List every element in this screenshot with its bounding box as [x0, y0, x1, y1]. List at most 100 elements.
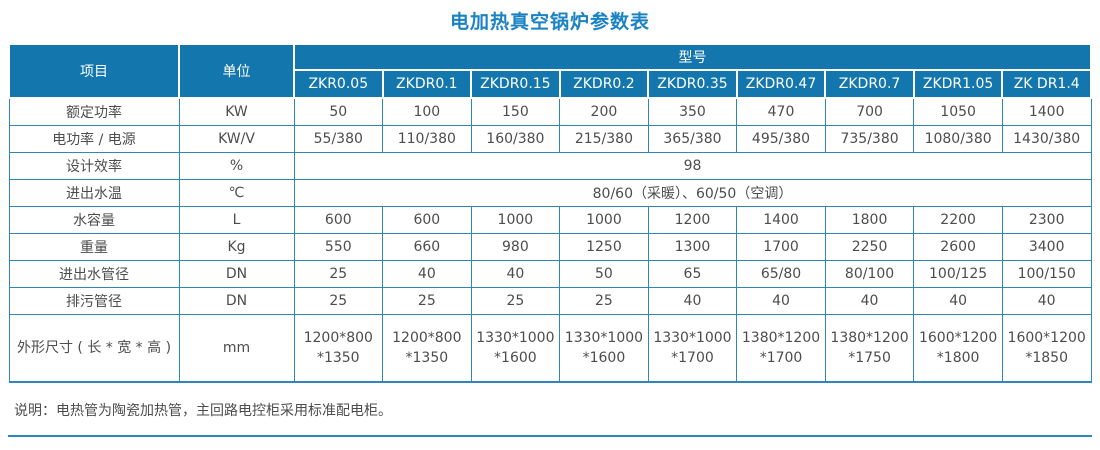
cell-value: 100/125: [913, 260, 1003, 288]
cell-value: 2600: [913, 233, 1003, 261]
cell-value: 350: [647, 97, 738, 126]
row-unit: KW/V: [178, 125, 295, 153]
cell-value: 25: [293, 287, 384, 315]
cell-value: 40: [824, 287, 915, 315]
header-model-8: ZK DR1.4: [1001, 69, 1092, 99]
cell-value: 150: [470, 97, 561, 126]
cell-value: 735/380: [824, 125, 915, 153]
row-unit: L: [178, 206, 295, 234]
table-row-rated-power: 额定功率 KW 50 100 150 200 350 470 700 1050 …: [8, 97, 1092, 126]
row-unit: KW: [178, 97, 295, 126]
row-unit: DN: [178, 260, 295, 288]
header-model-1: ZKDR0.1: [381, 69, 473, 99]
row-label: 水容量: [8, 206, 180, 234]
cell-value: 1430/380: [1001, 125, 1092, 153]
cell-value: 2300: [1001, 206, 1092, 234]
cell-value: 980: [470, 233, 561, 261]
cell-value: 470: [736, 97, 826, 126]
header-model-group: 型号: [293, 43, 1092, 71]
cell-span-value: 98: [293, 152, 1092, 180]
header-model-4: ZKDR0.35: [647, 69, 738, 99]
cell-value: 1080/380: [913, 125, 1003, 153]
table-row-electric-power: 电功率 / 电源 KW/V 55/380 110/380 160/380 215…: [8, 125, 1092, 153]
header-model-6: ZKDR0.7: [824, 69, 915, 99]
cell-value: 1400: [1001, 97, 1092, 126]
cell-value: 2200: [913, 206, 1003, 234]
header-model-3: ZKDR0.2: [558, 69, 650, 99]
table-row-design-efficiency: 设计效率 % 98: [8, 152, 1092, 180]
cell-value: 40: [913, 287, 1003, 315]
row-unit: Kg: [178, 233, 295, 261]
cell-value: 1330*1000 *1600: [470, 314, 561, 383]
cell-value: 25: [382, 287, 472, 315]
cell-value: 40: [1001, 287, 1092, 315]
cell-value: 1600*1200 *1850: [1001, 314, 1092, 383]
row-unit: DN: [178, 287, 295, 315]
header-unit: 单位: [178, 43, 295, 99]
cell-value: 215/380: [559, 125, 649, 153]
row-label: 进出水管径: [8, 260, 180, 288]
cell-value: 660: [382, 233, 472, 261]
row-unit: ℃: [178, 179, 295, 207]
cell-value: 25: [559, 287, 649, 315]
header-model-7: ZKDR1.05: [912, 69, 1004, 99]
row-label: 排污管径: [8, 287, 180, 315]
cell-value: 1330*1000 *1700: [647, 314, 738, 383]
cell-value: 2250: [824, 233, 915, 261]
cell-value: 200: [559, 97, 649, 126]
row-label: 重量: [8, 233, 180, 261]
row-label: 设计效率: [8, 152, 180, 180]
cell-value: 3400: [1001, 233, 1092, 261]
cell-value: 1330*1000 *1600: [559, 314, 649, 383]
cell-value: 1800: [824, 206, 915, 234]
cell-value: 700: [824, 97, 915, 126]
cell-value: 25: [470, 287, 561, 315]
header-item: 项目: [8, 43, 180, 99]
cell-value: 50: [559, 260, 649, 288]
table-row-drain-pipe-diameter: 排污管径 DN 25 25 25 25 40 40 40 40 40: [8, 287, 1092, 315]
cell-value: 65/80: [736, 260, 826, 288]
cell-value: 1200: [647, 206, 738, 234]
cell-value: 600: [382, 206, 472, 234]
cell-value: 40: [382, 260, 472, 288]
cell-value: 55/380: [293, 125, 384, 153]
cell-value: 50: [293, 97, 384, 126]
table-row-weight: 重量 Kg 550 660 980 1250 1300 1700 2250 26…: [8, 233, 1092, 261]
cell-value: 80/100: [824, 260, 915, 288]
table-row-dimensions: 外形尺寸 ( 长 * 宽 * 高 ) mm 1200*800 *1350 120…: [8, 314, 1092, 383]
cell-value: 1380*1200 *1750: [824, 314, 915, 383]
table-row-water-capacity: 水容量 L 600 600 1000 1000 1200 1400 1800 2…: [8, 206, 1092, 234]
bottom-divider: [8, 435, 1092, 437]
header-row-group: 项目 单位 型号: [8, 43, 1092, 99]
cell-value: 1700: [736, 233, 826, 261]
header-model-0: ZKR0.05: [293, 69, 384, 99]
cell-value: 1250: [559, 233, 649, 261]
cell-value: 495/380: [736, 125, 826, 153]
row-label: 进出水温: [8, 179, 180, 207]
cell-value: 40: [736, 287, 826, 315]
header-model-2: ZKDR0.15: [470, 69, 561, 99]
cell-value: 100/150: [1001, 260, 1092, 288]
row-label: 电功率 / 电源: [8, 125, 180, 153]
cell-value: 1200*800 *1350: [293, 314, 384, 383]
cell-value: 1200*800 *1350: [382, 314, 472, 383]
row-label: 外形尺寸 ( 长 * 宽 * 高 ): [8, 314, 180, 383]
table-row-water-pipe-diameter: 进出水管径 DN 25 40 40 50 65 65/80 80/100 100…: [8, 260, 1092, 288]
cell-value: 550: [293, 233, 384, 261]
header-row-models: ZKR0.05 ZKDR0.1 ZKDR0.15 ZKDR0.2 ZKDR0.3…: [9, 69, 1092, 99]
parameters-table: 项目 单位 型号 ZKR0.05 ZKDR0.1 ZKDR0.15 ZKDR0.…: [8, 43, 1092, 383]
note-text: 说明：电热管为陶瓷加热管，主回路电控柜采用标准配电柜。: [14, 403, 392, 419]
cell-value: 25: [293, 260, 384, 288]
table-row-water-temp: 进出水温 ℃ 80/60（采暖）、60/50（空调）: [8, 179, 1092, 207]
row-unit: %: [178, 152, 295, 180]
cell-span-value: 80/60（采暖）、60/50（空调）: [293, 179, 1092, 207]
cell-value: 40: [647, 287, 738, 315]
cell-value: 100: [382, 97, 472, 126]
cell-value: 110/380: [382, 125, 472, 153]
header-model-5: ZKDR0.47: [735, 69, 827, 99]
page-title: 电加热真空锅炉参数表: [449, 11, 650, 33]
cell-value: 1050: [913, 97, 1003, 126]
cell-value: 160/380: [470, 125, 561, 153]
cell-value: 65: [647, 260, 738, 288]
row-unit: mm: [178, 314, 295, 383]
